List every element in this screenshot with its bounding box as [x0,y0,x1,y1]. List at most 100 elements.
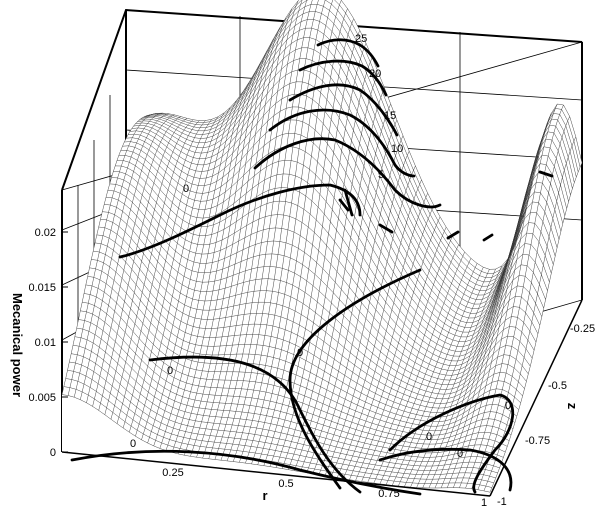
depth-tick-label: -0.5 [548,380,567,392]
contour-label: 25 [355,33,367,45]
contour-line [253,137,442,209]
mesh-line [416,258,509,488]
mesh-line [379,258,472,484]
mesh-line [355,227,447,481]
z-tick-label: 0 [50,447,56,459]
mesh-line [208,0,299,459]
depth-tick-label: -0.25 [570,323,595,335]
contour-line [70,449,422,496]
contour-line [378,170,554,242]
contour-line [388,393,515,494]
mesh-line [281,57,373,469]
mesh-line [483,136,577,491]
contour-label: 0 [130,438,136,450]
r-axis-label: r [262,488,267,503]
surface-mesh [61,0,583,496]
mesh-line [232,0,319,462]
mesh-line [122,119,212,429]
mesh-line [73,112,163,398]
contour-line [268,108,416,178]
mesh-line [459,113,552,488]
mesh-line [361,236,453,482]
mesh-line [239,0,326,463]
z-tick-label: 0.015 [28,282,56,294]
mesh-line [422,246,515,488]
mesh-line [171,61,262,453]
mesh-line [324,165,416,476]
mesh-line [190,27,280,457]
mesh-line [306,119,398,473]
z-axis-label: Mecanical power [10,293,25,397]
depth-axis-label: z [565,403,580,410]
mesh-line [477,116,570,490]
contour-line [288,268,422,490]
mesh-line [129,116,219,433]
depth-tick-label: -1 [497,496,507,508]
mesh-line [428,229,521,489]
mesh-line [245,0,334,464]
contour-line [316,38,380,68]
contour-label: 5 [378,169,384,181]
mesh-line [391,267,484,486]
contour-line [148,355,362,494]
z-axis: 0 0.005 0.01 0.015 0.02 Mecanical power [10,227,68,459]
mesh-line [153,92,243,446]
mesh-line [336,193,428,478]
mesh-line [196,17,287,458]
z-tick-label: 0.02 [35,227,56,239]
mesh-line [404,269,496,487]
contour-line [298,59,388,97]
r-tick-label: 0.75 [378,488,399,500]
mesh-line [110,120,200,420]
mesh-line [349,216,441,480]
contour-label: 0 [183,183,189,195]
contour-label: 20 [369,68,381,80]
mesh-line [330,179,422,477]
contour-labels: 0 0 0 0 0 0 5 10 15 20 25 0 [130,33,511,460]
r-tick-label: 0.25 [162,467,183,479]
mesh-line [257,8,348,465]
mesh-line [489,162,583,493]
mesh-line [343,205,435,479]
mesh-line [67,113,157,396]
mesh-line [147,100,237,444]
mesh-line [98,118,188,411]
mesh-line [300,103,391,472]
mesh-line [86,114,175,403]
contour-label: 10 [391,143,403,155]
mesh-line [184,38,274,456]
z-tick-label: 0.005 [28,392,56,404]
depth-tick-label: -0.75 [525,435,550,447]
mesh-line [135,112,225,437]
mesh-line [104,119,194,415]
r-axis: 0.25 0.5 0.75 1 r [162,467,487,509]
mesh-line [446,156,540,488]
mesh-line [385,263,478,485]
r-axis-line [61,451,491,497]
mesh-line [61,114,151,395]
contour-label: 15 [384,110,396,122]
mesh-line [318,151,410,475]
mesh-line [367,244,459,483]
mesh-line [141,107,231,440]
mesh-line [226,0,313,461]
mesh-line [263,18,354,466]
contour-line [118,183,362,259]
floor-edges [61,299,583,497]
r-tick-label: 0.5 [278,478,293,490]
contour-line [288,83,399,137]
contour-line [378,447,513,492]
mesh-line [159,82,249,449]
mesh-line [80,113,169,400]
mesh-line [202,8,293,459]
surface-fill [62,0,582,496]
mesh-line [465,103,558,489]
contour-label: 0 [167,365,173,377]
contour-label: 0 [457,448,463,460]
mesh-line [214,0,303,460]
r-tick-label: 1 [481,497,487,509]
mesh-line [251,0,342,464]
contour-lines [70,38,554,496]
depth-axis: -0.25 -0.5 -0.75 -1 z [497,323,595,508]
